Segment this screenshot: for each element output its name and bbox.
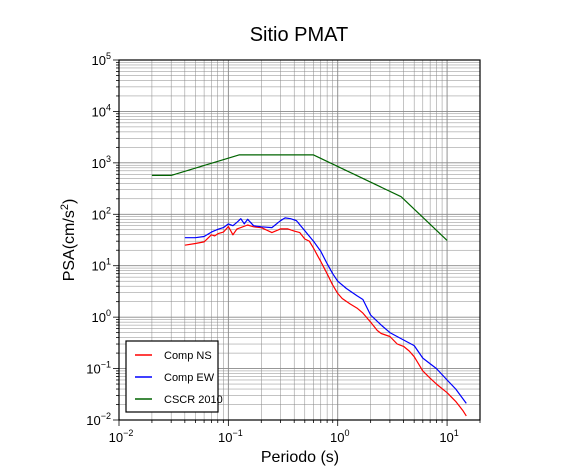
legend-label: CSCR 2010 (164, 394, 223, 406)
legend: Comp NS Comp EW CSCR 2010 (125, 340, 223, 413)
y-tick-label-exp: 1 (106, 257, 111, 267)
y-tick-label-base: 10 (92, 310, 106, 325)
y-tick-label-base: 10 (92, 156, 106, 171)
x-tick-label: 100 (330, 428, 349, 445)
y-tick-label-base: 10 (92, 207, 106, 222)
x-axis-label: Periodo (s) (261, 449, 339, 466)
y-tick-label-base: 10 (92, 53, 106, 68)
y-tick-label-exp: 2 (106, 205, 111, 215)
y-tick-label-base: 10 (86, 362, 100, 377)
x-tick-label-base: 10 (218, 430, 232, 445)
x-tick-label-base: 10 (109, 430, 123, 445)
y-axis-label-base: PSA(cm/s (61, 210, 78, 281)
legend-label: Comp NS (164, 350, 212, 362)
series-lines (151, 154, 467, 417)
y-tick-label: 100 (92, 308, 111, 325)
y-tick-label: 10−2 (86, 411, 111, 428)
y-tick-label-exp: 5 (106, 51, 111, 61)
y-tick-label-base: 10 (92, 104, 106, 119)
series-line-comp-ns (184, 224, 467, 417)
chart-title: Sitio PMAT (250, 24, 349, 46)
x-tick-label-base: 10 (439, 430, 453, 445)
x-tick-label: 10−1 (218, 428, 243, 445)
y-tick-label: 101 (92, 257, 111, 274)
y-axis-label-sup: 2 (59, 204, 71, 210)
y-tick-label: 10−1 (86, 360, 111, 377)
grid (118, 59, 481, 421)
y-tick-label-exp: 4 (106, 102, 111, 112)
series-line-comp-ew (184, 217, 467, 404)
y-tick-label-exp: −1 (101, 360, 111, 370)
x-tick-label-exp: −2 (123, 428, 133, 438)
y-tick-label-exp: 3 (106, 154, 111, 164)
y-tick-label: 102 (92, 205, 111, 222)
x-tick-label-exp: 1 (454, 428, 459, 438)
y-tick-label: 103 (92, 154, 111, 171)
x-tick-label-exp: 0 (344, 428, 349, 438)
x-tick-label: 101 (439, 428, 458, 445)
y-tick-label-exp: 0 (106, 308, 111, 318)
y-tick-label-base: 10 (86, 413, 100, 428)
y-tick-label-exp: −2 (101, 411, 111, 421)
y-tick-label: 105 (92, 51, 111, 68)
legend-label: Comp EW (164, 372, 215, 384)
x-tick-label: 10−2 (109, 428, 134, 445)
series-line-cscr-2010 (151, 154, 448, 241)
x-tick-label-exp: −1 (232, 428, 242, 438)
x-tick-label-base: 10 (330, 430, 344, 445)
y-tick-label: 104 (92, 102, 111, 119)
y-axis-label: PSA(cm/s2) (59, 199, 78, 282)
plot-frame (118, 59, 481, 421)
y-axis-label-close: ) (61, 199, 78, 204)
y-tick-label-base: 10 (92, 259, 106, 274)
